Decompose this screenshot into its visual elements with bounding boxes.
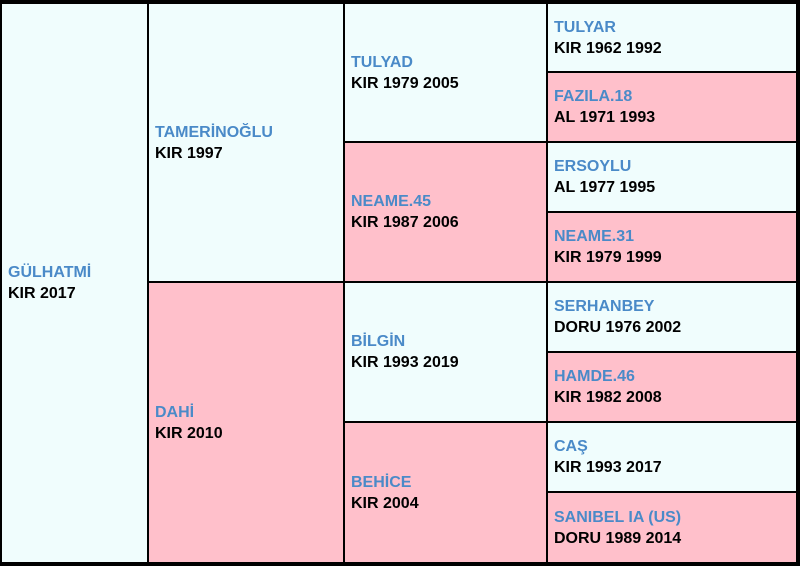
pedigree-cell-sds[interactable]: ERSOYLU AL 1977 1995 [548,143,796,211]
pedigree-cell-ssd[interactable]: FAZILA.18 AL 1971 1993 [548,73,796,141]
horse-info: DORU 1989 2014 [554,529,682,547]
horse-info: KIR 2004 [351,494,419,512]
horse-info: KIR 1979 1999 [554,249,662,266]
horse-name-link[interactable]: TAMERİNOĞLU [155,123,273,141]
horse-info: AL 1971 1993 [554,109,656,126]
horse-name-link[interactable]: DAHİ [155,403,195,421]
pedigree-cell-dam-sire[interactable]: BİLGİN KIR 1993 2019 [345,283,546,421]
pedigree-cell-dam-dam[interactable]: BEHİCE KIR 2004 [345,423,546,562]
horse-info: KIR 2010 [155,424,223,442]
horse-name-link[interactable]: NEAME.45 [351,193,432,210]
horse-name-link[interactable]: CAŞ [554,438,588,455]
horse-name-link[interactable]: TULYAD [351,53,413,71]
horse-name-link[interactable]: GÜLHATMİ [8,264,92,281]
horse-info: KIR 2017 [8,285,76,302]
pedigree-cell-dam[interactable]: DAHİ KIR 2010 [149,283,343,562]
pedigree-cell-sire-sire[interactable]: TULYAD KIR 1979 2005 [345,4,546,141]
pedigree-cell-sdd[interactable]: NEAME.31 KIR 1979 1999 [548,213,796,281]
pedigree-cell-ddd[interactable]: SANIBEL IA (US) DORU 1989 2014 [548,493,796,562]
pedigree-cell-subject[interactable]: GÜLHATMİ KIR 2017 [2,4,147,562]
horse-name-link[interactable]: FAZILA.18 [554,88,633,105]
horse-info: KIR 1993 2019 [351,354,459,371]
horse-info: AL 1977 1995 [554,179,656,196]
horse-info: KIR 1962 1992 [554,39,662,57]
pedigree-cell-dss[interactable]: SERHANBEY DORU 1976 2002 [548,283,796,351]
pedigree-cell-dsd[interactable]: HAMDE.46 KIR 1982 2008 [548,353,796,421]
horse-name-link[interactable]: ERSOYLU [554,158,632,175]
horse-info: KIR 1982 2008 [554,389,662,406]
horse-info: DORU 1976 2002 [554,319,682,336]
horse-info: KIR 1987 2006 [351,214,459,231]
horse-name-link[interactable]: TULYAR [554,18,616,36]
horse-info: KIR 1993 2017 [554,459,662,476]
horse-name-link[interactable]: BEHİCE [351,473,412,491]
pedigree-cell-sss[interactable]: TULYAR KIR 1962 1992 [548,4,796,71]
horse-name-link[interactable]: SERHANBEY [554,298,655,315]
horse-name-link[interactable]: BİLGİN [351,333,406,350]
horse-name-link[interactable]: NEAME.31 [554,228,635,245]
pedigree-cell-sire[interactable]: TAMERİNOĞLU KIR 1997 [149,4,343,281]
horse-name-link[interactable]: SANIBEL IA (US) [554,508,682,526]
pedigree-cell-dds[interactable]: CAŞ KIR 1993 2017 [548,423,796,491]
horse-info: KIR 1979 2005 [351,74,459,92]
horse-info: KIR 1997 [155,144,223,162]
pedigree-cell-sire-dam[interactable]: NEAME.45 KIR 1987 2006 [345,143,546,281]
horse-name-link[interactable]: HAMDE.46 [554,368,635,385]
